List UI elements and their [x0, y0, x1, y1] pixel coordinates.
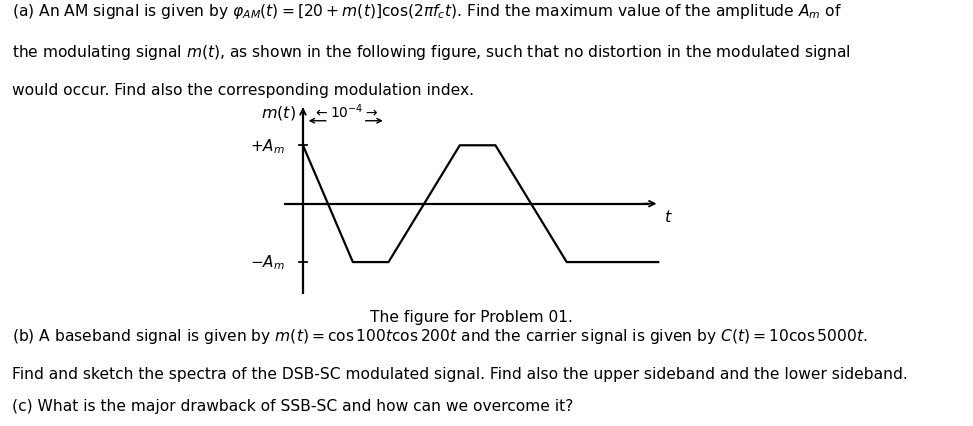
- Text: (a) An AM signal is given by $\varphi_{AM}(t)=[20+m(t)]\cos(2\pi f_ct)$. Find th: (a) An AM signal is given by $\varphi_{A…: [12, 2, 842, 21]
- Text: (b) A baseband signal is given by $m(t)=\cos100t\cos200t$ and the carrier signal: (b) A baseband signal is given by $m(t)=…: [12, 326, 867, 345]
- Text: Find and sketch the spectra of the DSB-SC modulated signal. Find also the upper : Find and sketch the spectra of the DSB-S…: [12, 366, 908, 381]
- Text: $t$: $t$: [664, 209, 672, 225]
- Text: The figure for Problem 01.: The figure for Problem 01.: [371, 309, 573, 324]
- Text: would occur. Find also the corresponding modulation index.: would occur. Find also the corresponding…: [12, 83, 474, 98]
- Text: $\leftarrow 10^{-4}\rightarrow$: $\leftarrow 10^{-4}\rightarrow$: [313, 102, 378, 120]
- Text: $m(t)$: $m(t)$: [261, 104, 296, 121]
- Text: $+A_m$: $+A_m$: [250, 137, 284, 155]
- Text: the modulating signal $m(t)$, as shown in the following figure, such that no dis: the modulating signal $m(t)$, as shown i…: [12, 43, 850, 61]
- Text: $-A_m$: $-A_m$: [250, 253, 284, 272]
- Text: (c) What is the major drawback of SSB-SC and how can we overcome it?: (c) What is the major drawback of SSB-SC…: [12, 398, 573, 413]
